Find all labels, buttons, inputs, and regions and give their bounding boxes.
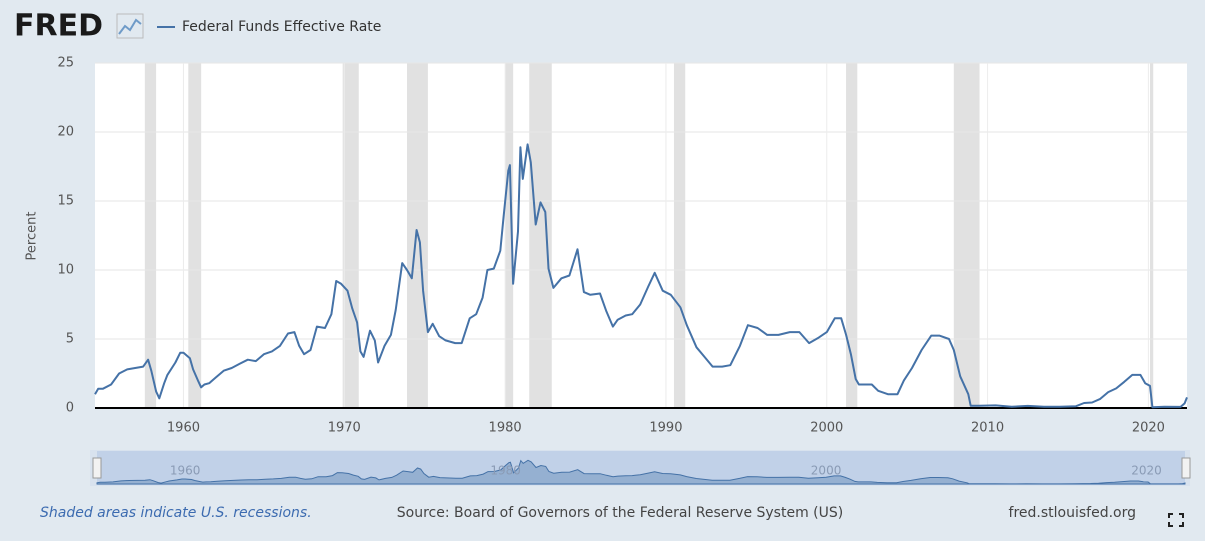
legend-label: Federal Funds Effective Rate — [182, 19, 381, 35]
x-tick-label: 1980 — [489, 421, 522, 436]
recession-band — [505, 63, 514, 408]
plot-area — [95, 63, 1187, 408]
x-tick-label: 1970 — [328, 421, 361, 436]
recession-note[interactable]: Shaded areas indicate U.S. recessions. — [40, 505, 312, 521]
navigator-area — [96, 459, 1186, 485]
recession-band — [1150, 63, 1154, 408]
recession-band — [342, 63, 359, 408]
fullscreen-icon[interactable] — [1168, 513, 1184, 527]
url[interactable]: fred.stlouisfed.org — [1009, 505, 1136, 521]
y-tick-label: 20 — [57, 125, 74, 140]
logo-icon — [116, 13, 144, 39]
navigator-handle[interactable] — [92, 457, 102, 479]
y-tick-label: 0 — [66, 401, 74, 416]
series-line — [94, 143, 1188, 409]
recession-band — [953, 63, 980, 408]
y-axis-label: Percent — [25, 212, 40, 261]
recession-band — [529, 63, 552, 408]
recession-band — [188, 63, 202, 408]
recession-band — [846, 63, 858, 408]
y-tick-label: 5 — [66, 332, 74, 347]
navigator-label: 1960 — [170, 464, 201, 478]
x-tick-label: 2020 — [1132, 421, 1165, 436]
navigator-handle[interactable] — [1181, 457, 1191, 479]
logo: FRED — [14, 9, 103, 44]
y-tick-label: 10 — [57, 263, 74, 278]
x-tick-label: 2000 — [810, 421, 843, 436]
x-tick-label: 1990 — [649, 421, 682, 436]
navigator-selection[interactable] — [97, 451, 1185, 485]
source: Source: Board of Governors of the Federa… — [397, 505, 843, 521]
recession-band — [144, 63, 157, 408]
navigator-label: 2000 — [811, 464, 842, 478]
y-tick-label: 25 — [57, 56, 74, 71]
recession-band — [673, 63, 686, 408]
x-tick-label: 1960 — [167, 421, 200, 436]
navigator-label: 1980 — [490, 464, 521, 478]
y-tick-label: 15 — [57, 194, 74, 209]
navigator-label: 2020 — [1131, 464, 1162, 478]
x-tick-label: 2010 — [971, 421, 1004, 436]
